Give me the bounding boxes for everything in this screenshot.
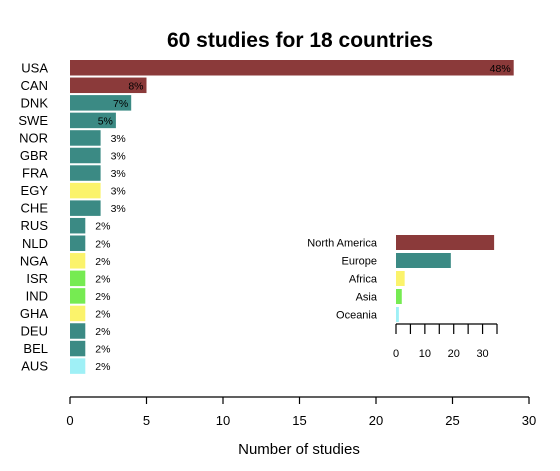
bar-deu — [70, 323, 86, 339]
inset-bar-asia — [396, 289, 402, 304]
percent-label-gha: 2% — [95, 308, 110, 320]
percent-label-gbr: 3% — [111, 151, 126, 163]
category-label-dnk: DNK — [21, 95, 49, 110]
x-tick-label: 5 — [143, 413, 150, 428]
percent-label-bel: 2% — [95, 344, 110, 356]
bar-fra — [70, 165, 101, 181]
bar-isr — [70, 270, 86, 287]
chart-title: 60 studies for 18 countries — [167, 29, 433, 52]
inset-x-tick-label: 30 — [476, 348, 488, 360]
bar-nld — [70, 235, 86, 251]
category-label-ind: IND — [26, 288, 48, 303]
inset-category-label-europe: Europe — [342, 256, 377, 268]
region-inset-chart: North America Europe Africa Asia Oceania 0 10 2… — [307, 235, 498, 360]
inset-category-label-asia: Asia — [356, 292, 378, 304]
x-axis: 0 5 10 15 20 25 30 — [66, 396, 536, 428]
inset-x-tick-label: 0 — [393, 348, 399, 360]
x-tick-label: 25 — [445, 413, 459, 428]
category-label-deu: DEU — [21, 324, 48, 339]
bar-gbr — [70, 147, 101, 164]
percent-label-swe: 5% — [98, 115, 113, 127]
percent-label-ind: 2% — [95, 291, 110, 303]
percent-label-can: 8% — [128, 80, 143, 92]
bar-can — [70, 77, 147, 94]
main-bars: USA 48% CAN 8% DNK 7% SWE 5% NOR 3% GBR 3% FRA 3% EGY 3… — [18, 60, 514, 374]
percent-label-dnk: 7% — [113, 98, 128, 110]
inset-bar-oceania — [396, 307, 399, 322]
inset-x-tick-label: 20 — [448, 348, 460, 360]
percent-label-nga: 2% — [95, 256, 110, 268]
percent-label-che: 3% — [111, 203, 126, 215]
inset-bar-africa — [396, 271, 405, 286]
percent-label-aus: 2% — [95, 361, 110, 373]
category-label-isr: ISR — [26, 271, 48, 286]
inset-category-label-oceania: Oceania — [336, 310, 378, 322]
inset-x-tick-label: 10 — [419, 348, 431, 360]
bar-egy — [70, 182, 101, 199]
bar-che — [70, 200, 101, 216]
percent-label-rus: 2% — [95, 221, 110, 233]
percent-label-usa: 48% — [490, 63, 511, 75]
bar-aus — [70, 358, 86, 374]
inset-category-label-north-america: North America — [307, 238, 378, 250]
inset-bar-europe — [396, 253, 451, 268]
bar-bel — [70, 340, 86, 357]
percent-label-isr: 2% — [95, 273, 110, 285]
percent-label-nor: 3% — [111, 133, 126, 145]
percent-label-egy: 3% — [111, 186, 126, 198]
category-label-usa: USA — [21, 60, 48, 75]
x-tick-label: 0 — [66, 413, 73, 428]
bar-nga — [70, 253, 86, 269]
inset-category-label-africa: Africa — [349, 274, 378, 286]
category-label-gbr: GBR — [20, 148, 48, 163]
bar-ind — [70, 288, 86, 304]
category-label-swe: SWE — [18, 113, 48, 128]
category-label-bel: BEL — [23, 341, 48, 356]
category-label-che: CHE — [21, 201, 49, 216]
category-label-can: CAN — [21, 78, 48, 93]
category-label-rus: RUS — [21, 218, 49, 233]
x-tick-label: 30 — [522, 413, 536, 428]
percent-label-fra: 3% — [111, 168, 126, 180]
bar-rus — [70, 217, 86, 234]
bar-usa — [70, 60, 514, 76]
bar-swe — [70, 112, 116, 129]
category-label-fra: FRA — [22, 166, 48, 181]
category-label-egy: EGY — [21, 183, 49, 198]
category-label-nor: NOR — [19, 130, 48, 145]
x-tick-label: 10 — [216, 413, 230, 428]
bar-gha — [70, 305, 86, 322]
percent-label-deu: 2% — [95, 326, 110, 338]
x-tick-label: 15 — [292, 413, 306, 428]
category-label-nga: NGA — [20, 253, 49, 268]
category-label-gha: GHA — [20, 306, 49, 321]
percent-label-nld: 2% — [95, 238, 110, 250]
category-label-nld: NLD — [22, 236, 48, 251]
x-tick-label: 20 — [369, 413, 383, 428]
x-axis-label: Number of studies — [238, 441, 360, 458]
inset-bar-north-america — [396, 235, 495, 250]
category-label-aus: AUS — [21, 359, 48, 374]
bar-dnk — [70, 95, 132, 111]
bar-nor — [70, 130, 101, 146]
